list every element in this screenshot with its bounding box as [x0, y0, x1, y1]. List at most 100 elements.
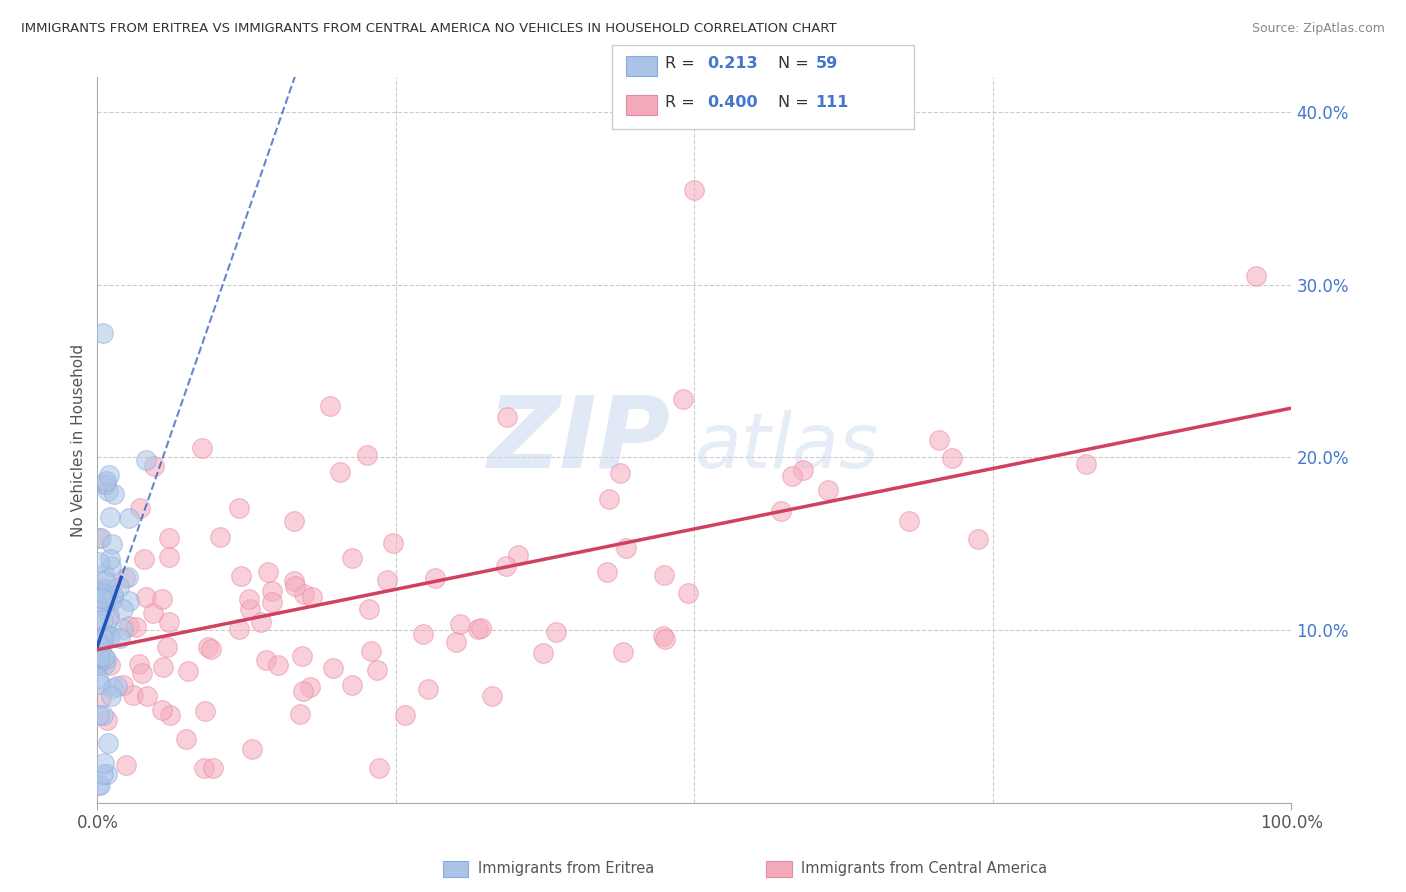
Point: [96, 483, 118, 498]
Point: [143, 458, 166, 473]
Point: [108, 631, 131, 645]
Point: [96, 582, 118, 596]
Text: N =: N =: [778, 95, 814, 110]
Point: [254, 653, 277, 667]
Point: [135, 452, 157, 467]
Point: [150, 703, 173, 717]
Point: [94, 652, 117, 666]
Point: [318, 399, 340, 413]
Point: [284, 579, 307, 593]
Point: [98, 658, 121, 673]
Point: [267, 658, 290, 673]
Point: [96, 713, 118, 727]
Point: [598, 492, 620, 507]
Point: [191, 441, 214, 455]
Point: [470, 621, 492, 635]
Point: [121, 688, 143, 702]
Point: [103, 487, 125, 501]
Point: [495, 558, 517, 573]
Point: [96, 627, 118, 641]
Point: [544, 625, 567, 640]
Point: [96, 475, 118, 489]
Text: R =: R =: [665, 56, 700, 70]
Point: [301, 590, 323, 604]
Point: [89, 778, 111, 792]
Point: [87, 637, 110, 651]
Point: [208, 530, 231, 544]
Point: [87, 598, 110, 612]
Point: [93, 708, 115, 723]
Text: Immigrants from Eritrea: Immigrants from Eritrea: [478, 862, 654, 876]
Point: [283, 514, 305, 528]
Point: [359, 601, 381, 615]
Point: [87, 671, 110, 685]
Point: [91, 613, 114, 627]
Point: [98, 510, 121, 524]
Point: [481, 689, 503, 703]
Point: [135, 591, 157, 605]
Point: [87, 649, 110, 664]
Text: ZIP: ZIP: [488, 392, 671, 489]
Point: [239, 601, 262, 615]
Point: [97, 588, 120, 602]
Point: [651, 629, 673, 643]
Text: atlas: atlas: [695, 410, 879, 484]
Point: [132, 551, 155, 566]
Point: [98, 629, 121, 643]
Point: [89, 636, 111, 650]
Point: [360, 644, 382, 658]
Point: [87, 610, 110, 624]
Point: [176, 664, 198, 678]
Point: [394, 707, 416, 722]
Point: [87, 778, 110, 792]
Text: 59: 59: [815, 56, 838, 70]
Point: [898, 514, 921, 528]
Point: [89, 582, 111, 596]
Point: [614, 541, 637, 555]
Point: [356, 448, 378, 462]
Point: [100, 594, 122, 608]
Point: [1074, 457, 1097, 471]
Point: [340, 678, 363, 692]
Point: [98, 611, 121, 625]
Point: [105, 679, 128, 693]
Point: [967, 532, 990, 546]
Point: [298, 680, 321, 694]
Point: [157, 615, 180, 629]
Point: [242, 742, 264, 756]
Text: N =: N =: [778, 56, 814, 70]
Point: [467, 622, 489, 636]
Y-axis label: No Vehicles in Household: No Vehicles in Household: [72, 343, 86, 537]
Point: [93, 628, 115, 642]
Point: [260, 595, 283, 609]
Point: [506, 548, 529, 562]
Point: [87, 655, 110, 669]
Point: [228, 501, 250, 516]
Point: [87, 658, 110, 673]
Text: R =: R =: [665, 95, 700, 110]
Point: [292, 587, 315, 601]
Point: [101, 591, 124, 605]
Point: [423, 571, 446, 585]
Text: 111: 111: [815, 95, 849, 110]
Point: [103, 588, 125, 602]
Point: [118, 618, 141, 632]
Point: [150, 591, 173, 606]
Point: [128, 657, 150, 672]
Point: [200, 642, 222, 657]
Point: [111, 622, 134, 636]
Point: [89, 584, 111, 599]
Point: [683, 183, 706, 197]
Point: [114, 757, 136, 772]
Point: [93, 476, 115, 491]
Point: [96, 767, 118, 781]
Point: [114, 571, 136, 585]
Point: [595, 565, 617, 579]
Point: [1244, 268, 1267, 283]
Point: [98, 607, 121, 622]
Point: [342, 551, 364, 566]
Point: [159, 707, 181, 722]
Point: [260, 584, 283, 599]
Point: [87, 531, 110, 545]
Point: [197, 640, 219, 654]
